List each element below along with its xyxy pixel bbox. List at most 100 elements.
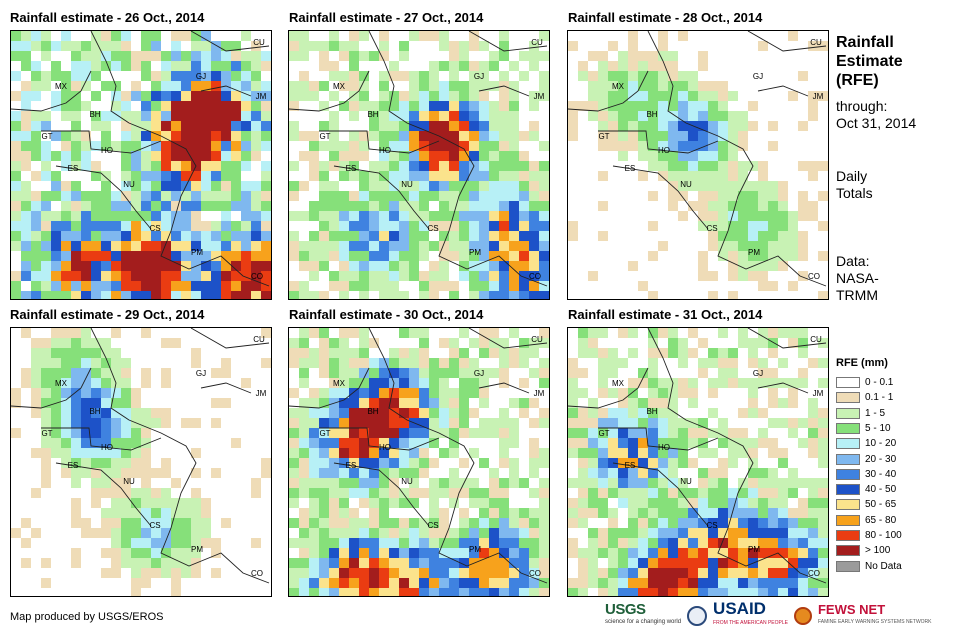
rainfall-cell	[628, 448, 638, 458]
rainfall-cell	[399, 241, 409, 251]
rainfall-cell	[369, 378, 379, 388]
rainfall-cell	[718, 428, 728, 438]
rainfall-cell	[231, 281, 241, 291]
country-label-mx: MX	[55, 82, 68, 91]
rainfall-cell	[339, 578, 349, 588]
rainfall-cell	[369, 448, 379, 458]
rainfall-cell	[71, 161, 81, 171]
rainfall-cell	[459, 428, 469, 438]
rainfall-cell	[499, 111, 509, 121]
rainfall-cell	[329, 111, 339, 121]
rainfall-cell	[329, 348, 339, 358]
rainfall-cell	[41, 71, 51, 81]
rainfall-cell	[788, 528, 798, 538]
legend-swatch	[836, 499, 860, 511]
rainfall-cell	[161, 101, 171, 111]
rainfall-cell	[648, 71, 658, 81]
rainfall-cell	[31, 81, 41, 91]
rainfall-cell	[21, 378, 31, 388]
rainfall-cell	[21, 518, 31, 528]
rainfall-cell	[758, 328, 768, 338]
rainfall-cell	[608, 438, 618, 448]
rainfall-cell	[171, 171, 181, 181]
rainfall-cell	[81, 261, 91, 271]
rainfall-cell	[289, 338, 299, 348]
rainfall-cell	[121, 291, 131, 299]
rainfall-cell	[91, 91, 101, 101]
rainfall-cell	[529, 291, 539, 299]
rainfall-cell	[289, 418, 299, 428]
rainfall-cell	[628, 568, 638, 578]
rainfall-cell	[261, 291, 271, 299]
rainfall-cell	[658, 241, 668, 251]
rainfall-cell	[658, 488, 668, 498]
rainfall-cell	[241, 111, 251, 121]
rainfall-cell	[221, 71, 231, 81]
rainfall-cell	[349, 91, 359, 101]
rainfall-cell	[141, 528, 151, 538]
rainfall-cell	[91, 408, 101, 418]
rainfall-cell	[369, 211, 379, 221]
rainfall-cell	[191, 61, 201, 71]
rainfall-cell	[299, 488, 309, 498]
rainfall-cell	[469, 291, 479, 299]
legend-swatch	[836, 530, 860, 541]
rainfall-cell	[131, 251, 141, 261]
rainfall-cell	[231, 438, 241, 448]
rainfall-cell	[758, 548, 768, 558]
country-label-co: CO	[808, 569, 820, 578]
rainfall-cell	[389, 558, 399, 568]
rainfall-cell	[688, 508, 698, 518]
rainfall-cell	[369, 181, 379, 191]
rainfall-cell	[319, 221, 329, 231]
rainfall-cell	[618, 81, 628, 91]
rainfall-cell	[638, 111, 648, 121]
rainfall-cell	[399, 548, 409, 558]
rainfall-cell	[339, 468, 349, 478]
rainfall-cell	[818, 498, 828, 508]
rainfall-cell	[678, 121, 688, 131]
country-label-bh: BH	[367, 110, 378, 119]
country-label-gj: GJ	[474, 369, 484, 378]
rainfall-cell	[678, 378, 688, 388]
rainfall-cell	[91, 428, 101, 438]
rainfall-cell	[698, 488, 708, 498]
rainfall-cell	[171, 31, 181, 41]
country-label-ho: HO	[379, 146, 391, 155]
rainfall-cell	[329, 131, 339, 141]
rainfall-cell	[668, 191, 678, 201]
rainfall-cell	[141, 41, 151, 51]
rainfall-cell	[201, 161, 211, 171]
rainfall-cell	[201, 281, 211, 291]
rainfall-cell	[241, 211, 251, 221]
rainfall-cell	[788, 548, 798, 558]
rainfall-cell	[708, 548, 718, 558]
rainfall-cell	[161, 498, 171, 508]
rainfall-cell	[618, 388, 628, 398]
rainfall-cell	[81, 458, 91, 468]
rainfall-cell	[409, 211, 419, 221]
rainfall-cell	[191, 91, 201, 101]
rainfall-cell	[578, 61, 588, 71]
rainfall-cell	[459, 61, 469, 71]
rainfall-cell	[718, 568, 728, 578]
rainfall-cell	[11, 291, 21, 299]
rainfall-cell	[778, 528, 788, 538]
rainfall-cell	[798, 328, 808, 338]
rainfall-cell	[309, 588, 319, 596]
rainfall-cell	[349, 538, 359, 548]
rainfall-cell	[499, 578, 509, 588]
rainfall-cell	[658, 498, 668, 508]
rainfall-cell	[539, 201, 549, 211]
rainfall-cell	[389, 488, 399, 498]
rainfall-cell	[419, 398, 429, 408]
country-label-pm: PM	[469, 248, 481, 257]
rainfall-cell	[369, 428, 379, 438]
rainfall-cell	[578, 478, 588, 488]
rainfall-cell	[389, 438, 399, 448]
rainfall-cell	[618, 131, 628, 141]
rainfall-cell	[638, 81, 648, 91]
side-title: Rainfall Estimate (RFE)	[836, 33, 903, 90]
country-outline	[11, 328, 270, 584]
rainfall-cell	[41, 348, 51, 358]
